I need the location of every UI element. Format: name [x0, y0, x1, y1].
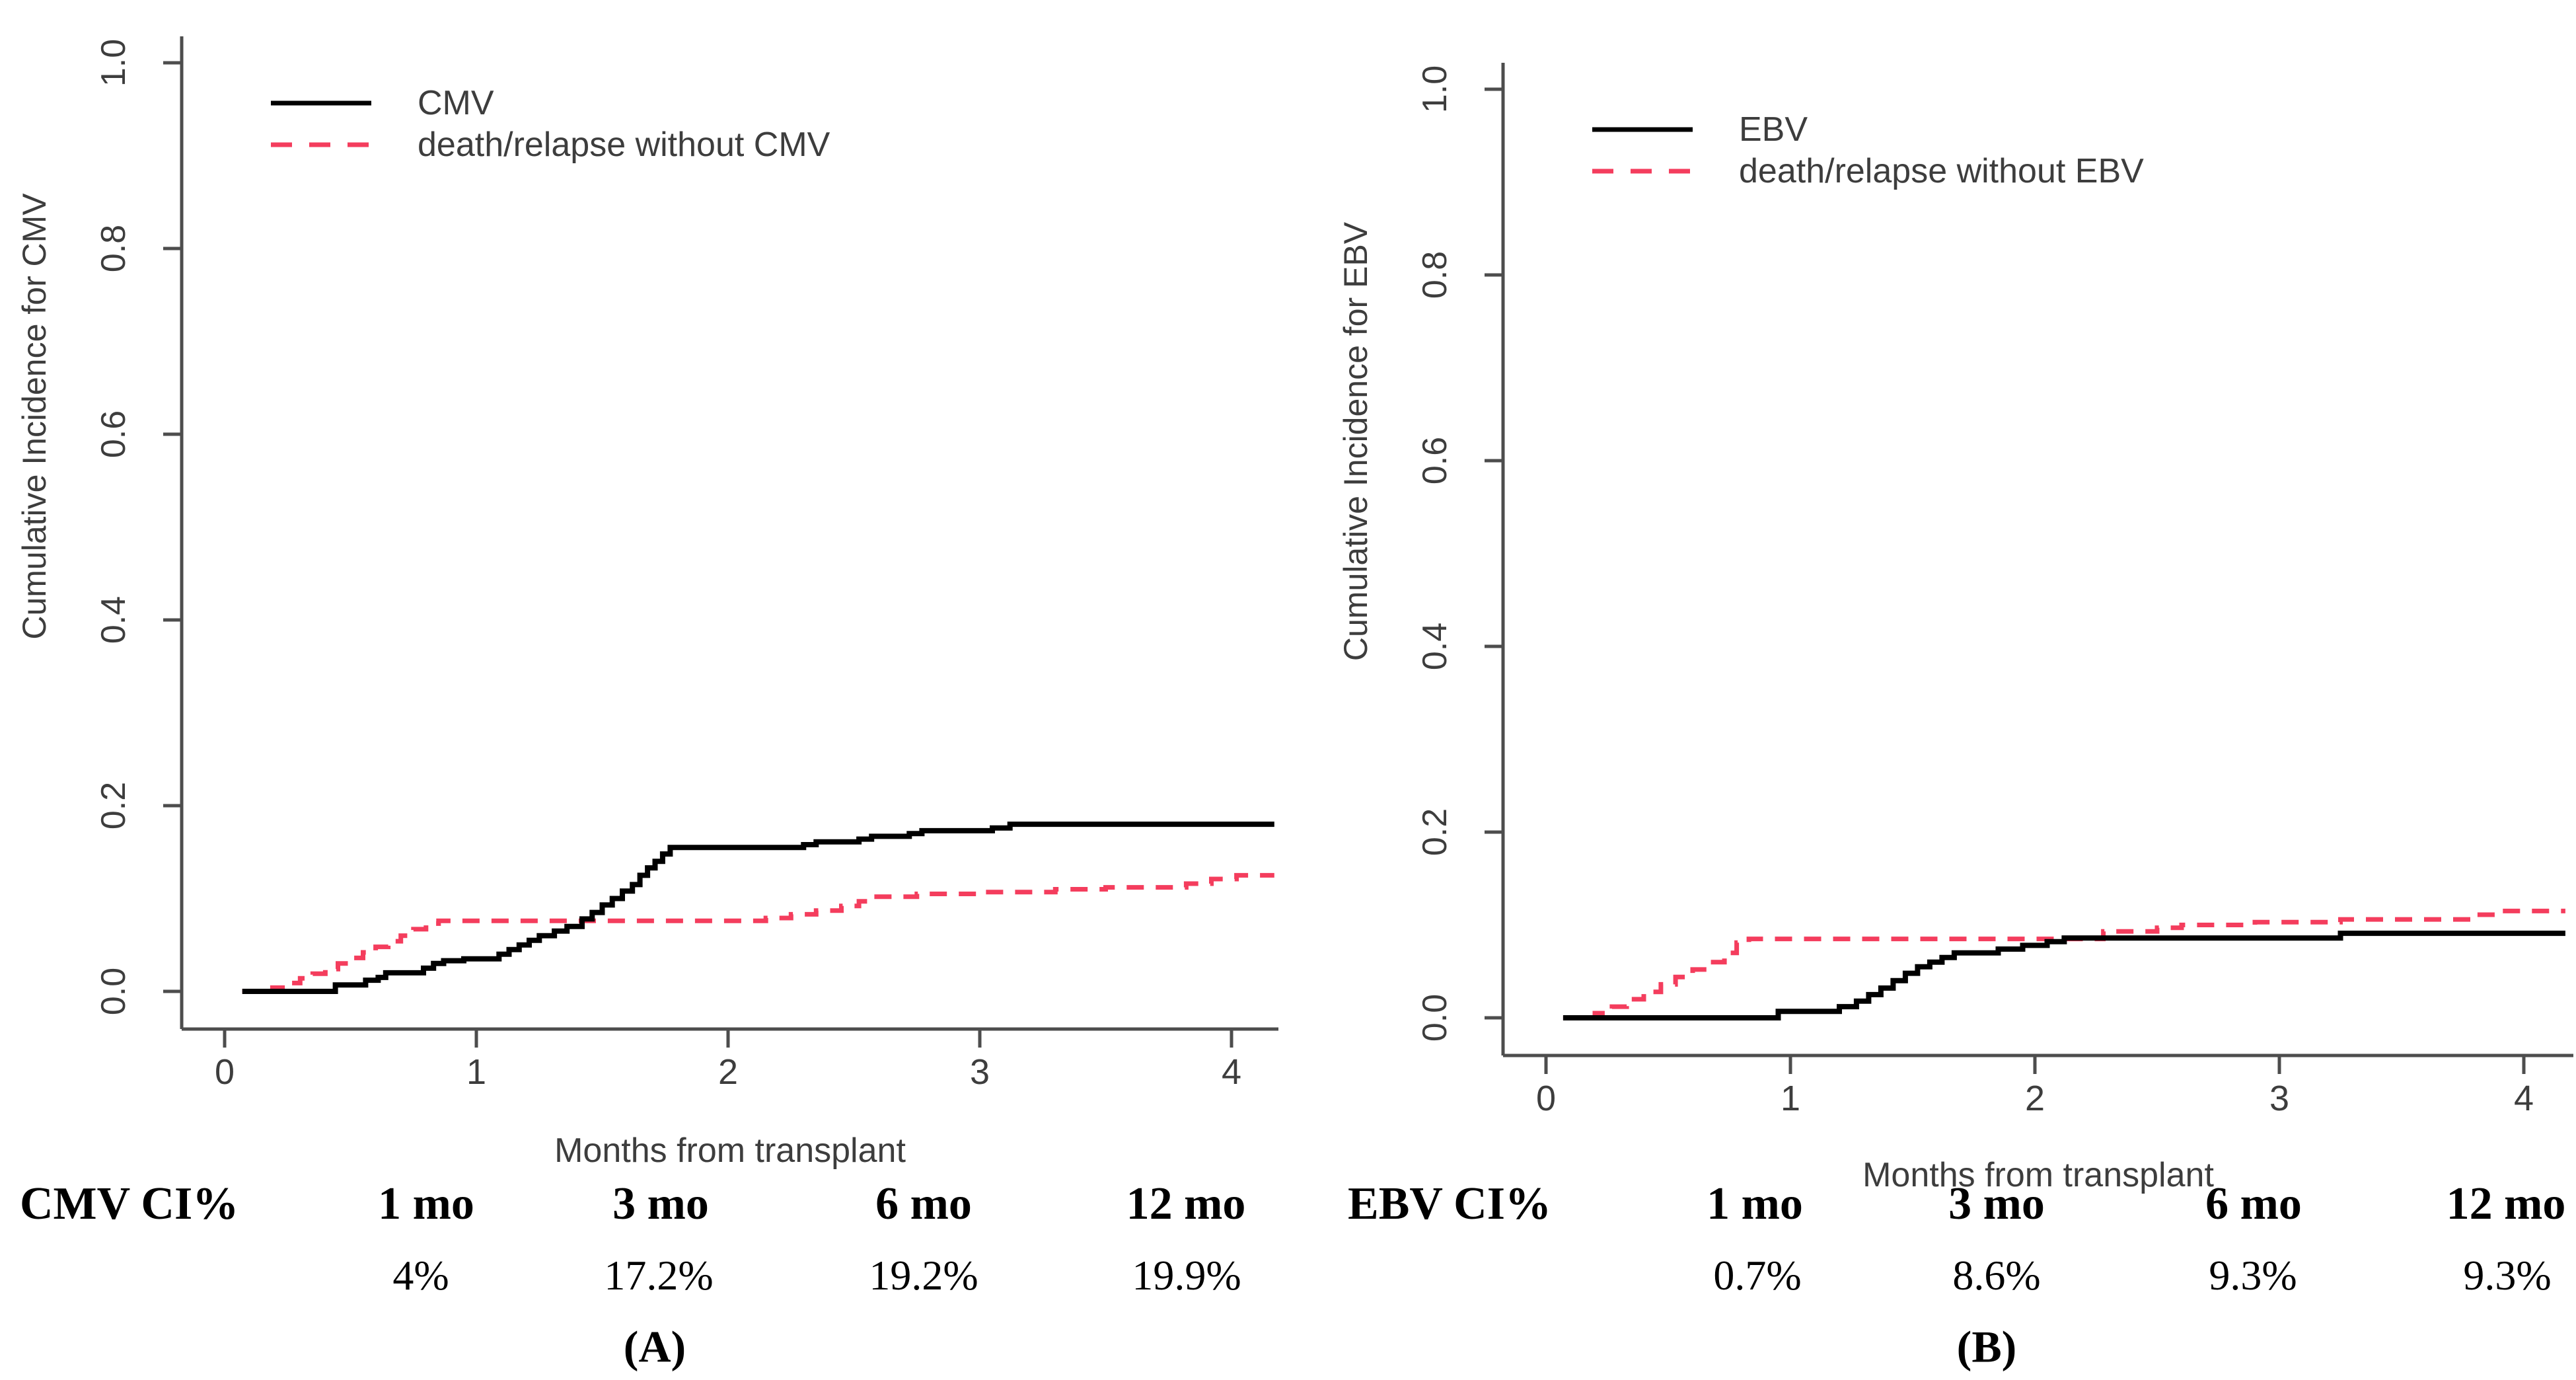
cmv-table-header-6mo: 6 mo — [875, 1178, 972, 1229]
cmv-table-value-3mo: 17.2% — [604, 1252, 714, 1299]
ebv-table-header-6mo: 6 mo — [2205, 1178, 2302, 1229]
x-tick-label: 4 — [1222, 1052, 1241, 1092]
legend-label-event: EBV — [1739, 110, 1808, 149]
y-tick-label: 0.0 — [94, 968, 133, 1015]
ebv-table-value-6mo: 9.3% — [2209, 1252, 2297, 1299]
y-tick-label: 0.8 — [94, 225, 133, 272]
y-tick-label: 0.6 — [1416, 437, 1454, 484]
legend-label-competing: death/relapse without EBV — [1739, 152, 2144, 190]
panel-letter-a: (A) — [623, 1321, 686, 1372]
ebv-table-value-3mo: 8.6% — [1952, 1252, 2041, 1299]
y-axis-title: Cumulative Incidence for EBV — [1337, 221, 1374, 661]
x-tick-label: 3 — [2269, 1079, 2289, 1118]
ebv-table-header-12mo: 12 mo — [2446, 1178, 2566, 1229]
x-tick-label: 1 — [1781, 1079, 1800, 1118]
x-axis-title: Months from transplant — [554, 1131, 906, 1170]
legend-label-event: CMV — [418, 84, 494, 122]
cmv-table-label: CMV CI% — [20, 1178, 239, 1229]
ebv-table-value-1mo: 0.7% — [1713, 1252, 1802, 1299]
series-death-relapse-without-cmv — [242, 872, 1274, 994]
ebv-table-header-1mo: 1 mo — [1707, 1178, 1803, 1229]
y-tick-label: 0.6 — [94, 410, 133, 458]
y-tick-label: 0.4 — [1416, 623, 1454, 670]
series-ebv — [1563, 931, 2565, 1020]
ebv-table-value-12mo: 9.3% — [2463, 1252, 2552, 1299]
y-tick-label: 0.4 — [94, 596, 133, 644]
ebv-table-header-3mo: 3 mo — [1948, 1178, 2045, 1229]
cmv-table-header-3mo: 3 mo — [612, 1178, 709, 1229]
x-tick-label: 4 — [2514, 1079, 2534, 1118]
y-tick-label: 0.2 — [94, 782, 133, 829]
x-tick-label: 3 — [970, 1052, 990, 1092]
panel-letter-b: (B) — [1956, 1321, 2017, 1372]
y-tick-label: 0.0 — [1416, 994, 1454, 1042]
y-tick-label: 0.8 — [1416, 251, 1454, 299]
x-tick-label: 2 — [718, 1052, 738, 1092]
y-axis-title: Cumulative Incidence for CMV — [16, 193, 53, 640]
x-tick-label: 2 — [2025, 1079, 2045, 1118]
x-tick-label: 1 — [466, 1052, 486, 1092]
cmv-table-value-6mo: 19.2% — [869, 1252, 978, 1299]
series-death-relapse-without-ebv — [1563, 908, 2565, 1020]
y-tick-label: 1.0 — [94, 39, 133, 87]
y-tick-label: 0.2 — [1416, 808, 1454, 856]
y-tick-label: 1.0 — [1416, 65, 1454, 113]
x-tick-label: 0 — [1536, 1079, 1556, 1118]
cmv-table-value-1mo: 4% — [392, 1252, 449, 1299]
ebv-table-label: EBV CI% — [1348, 1178, 1551, 1229]
cmv-table-value-12mo: 19.9% — [1132, 1252, 1241, 1299]
x-axis-title: Months from transplant — [1862, 1156, 2214, 1194]
series-cmv — [242, 822, 1274, 994]
cmv-table-header-1mo: 1 mo — [378, 1178, 474, 1229]
x-tick-label: 0 — [215, 1052, 235, 1092]
legend-label-competing: death/relapse without CMV — [418, 126, 830, 164]
cmv-table-header-12mo: 12 mo — [1126, 1178, 1246, 1229]
